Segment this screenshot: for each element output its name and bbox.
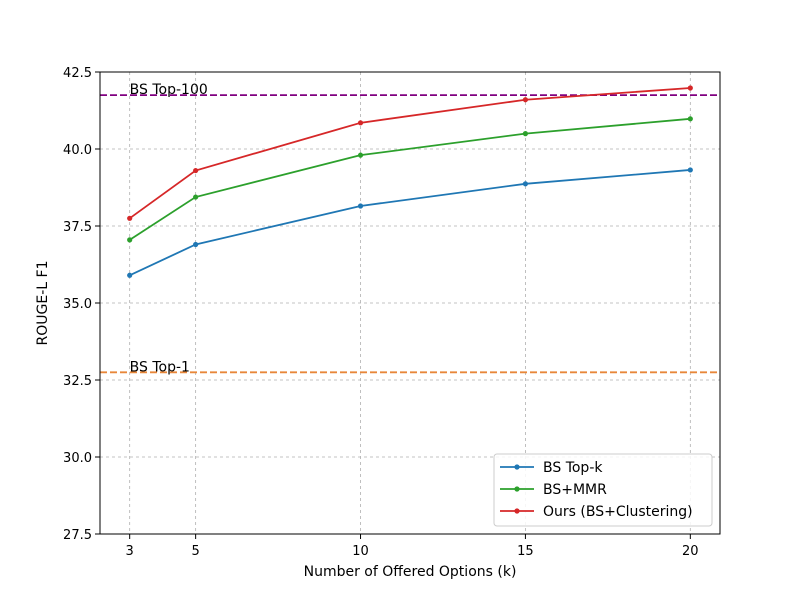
legend-marker <box>514 486 520 492</box>
y-tick-label: 32.5 <box>63 374 92 389</box>
series-lines <box>127 85 693 278</box>
y-tick-label: 35.0 <box>63 297 92 312</box>
data-point <box>522 131 529 137</box>
reference-line-label: BS Top-100 <box>130 82 208 98</box>
data-point <box>193 167 199 174</box>
data-point <box>522 181 529 187</box>
data-point <box>127 237 133 243</box>
data-point <box>687 116 693 122</box>
x-tick-label: 10 <box>352 544 369 559</box>
legend-box <box>493 453 713 527</box>
y-axis-ticks: 27.5 30.0 32.5 35.0 37.5 40.0 42.5 <box>63 66 100 543</box>
legend-label: Ours (BS+Clustering) <box>543 504 693 520</box>
data-point <box>127 272 133 278</box>
legend-marker <box>514 508 520 514</box>
data-point <box>522 97 529 103</box>
x-tick-label: 3 <box>126 544 134 559</box>
legend-label: BS Top-k <box>543 460 603 476</box>
x-axis-ticks: 3 5 10 15 20 <box>126 534 699 559</box>
data-point <box>193 194 199 200</box>
y-tick-label: 40.0 <box>63 143 92 158</box>
y-axis-label: ROUGE-L F1 <box>35 261 51 346</box>
legend: BS Top-k BS+MMR Ours (BS+Clustering) <box>493 453 713 527</box>
y-tick-label: 42.5 <box>63 66 92 81</box>
reference-lines: BS Top-100 BS Top-1 <box>100 82 720 375</box>
reference-line-label: BS Top-1 <box>130 359 190 375</box>
data-point <box>357 152 364 158</box>
data-point <box>687 85 693 91</box>
data-point <box>193 241 199 248</box>
data-point <box>127 215 133 221</box>
data-point <box>687 167 693 173</box>
legend-marker <box>514 464 520 470</box>
y-tick-label: 30.0 <box>63 451 92 466</box>
x-tick-label: 5 <box>191 544 199 559</box>
legend-label: BS+MMR <box>543 482 607 498</box>
y-tick-label: 37.5 <box>63 220 92 235</box>
data-point <box>357 120 364 126</box>
x-tick-label: 20 <box>682 544 699 559</box>
y-tick-label: 27.5 <box>63 528 92 543</box>
data-point <box>357 203 364 209</box>
x-tick-label: 15 <box>517 544 534 559</box>
x-axis-label: Number of Offered Options (k) <box>304 564 517 580</box>
